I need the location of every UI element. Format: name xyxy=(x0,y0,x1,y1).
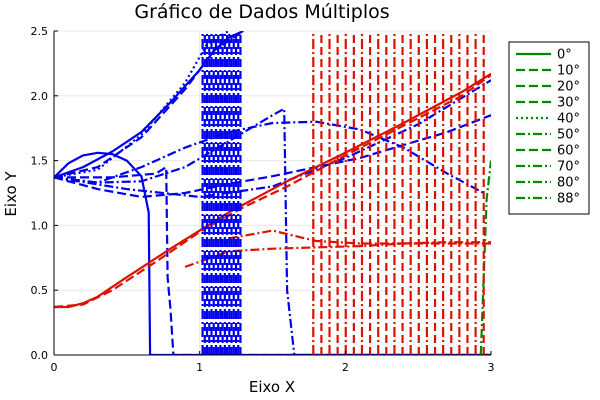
series-line-red-10 xyxy=(54,74,491,309)
y-tick-label: 0.0 xyxy=(31,349,49,362)
x-tick-label: 2 xyxy=(342,361,349,374)
legend-label: 60° xyxy=(557,144,580,159)
y-tick-label: 0.5 xyxy=(31,284,49,297)
x-tick-label: 3 xyxy=(488,361,495,374)
legend-label: 40° xyxy=(557,112,580,127)
x-ticks: 0 1 2 3 xyxy=(51,351,495,374)
series-line-blue-2 xyxy=(54,31,245,179)
y-ticks: 0.0 0.5 1.0 1.5 2.0 2.5 xyxy=(31,25,58,362)
legend-label: 30° xyxy=(557,96,580,111)
series-line-blue-7 xyxy=(54,166,491,355)
series-line-blue-0 xyxy=(54,151,491,355)
y-tick-label: 2.0 xyxy=(31,90,49,103)
legend-label: 88° xyxy=(557,192,580,207)
legend-label: 80° xyxy=(557,176,580,191)
series-line-blue-5 xyxy=(54,114,491,198)
y-tick-label: 1.5 xyxy=(31,155,49,168)
legend-label: 20° xyxy=(557,80,580,95)
y-tick-label: 2.5 xyxy=(31,25,49,38)
series-line-red-9 xyxy=(54,72,491,309)
axes xyxy=(53,31,491,356)
legend-label: 70° xyxy=(557,160,580,175)
legend-label: 10° xyxy=(557,64,580,79)
y-tick-label: 1.0 xyxy=(31,219,49,232)
series-line-blue-6 xyxy=(54,107,491,355)
legend-label: 50° xyxy=(557,128,580,143)
chart-title: Gráfico de Dados Múltiplos xyxy=(134,1,389,23)
x-axis-label: Eixo X xyxy=(249,378,295,396)
y-axis-label: Eixo Y xyxy=(2,171,20,217)
legend: 0°10°20°30°40°50°60°70°80°88° xyxy=(508,41,590,215)
x-tick-label: 1 xyxy=(196,361,203,374)
plot-area xyxy=(54,31,491,355)
x-tick-label: 0 xyxy=(51,361,58,374)
series-line-green-13 xyxy=(479,160,491,355)
legend-label: 0° xyxy=(557,48,572,63)
